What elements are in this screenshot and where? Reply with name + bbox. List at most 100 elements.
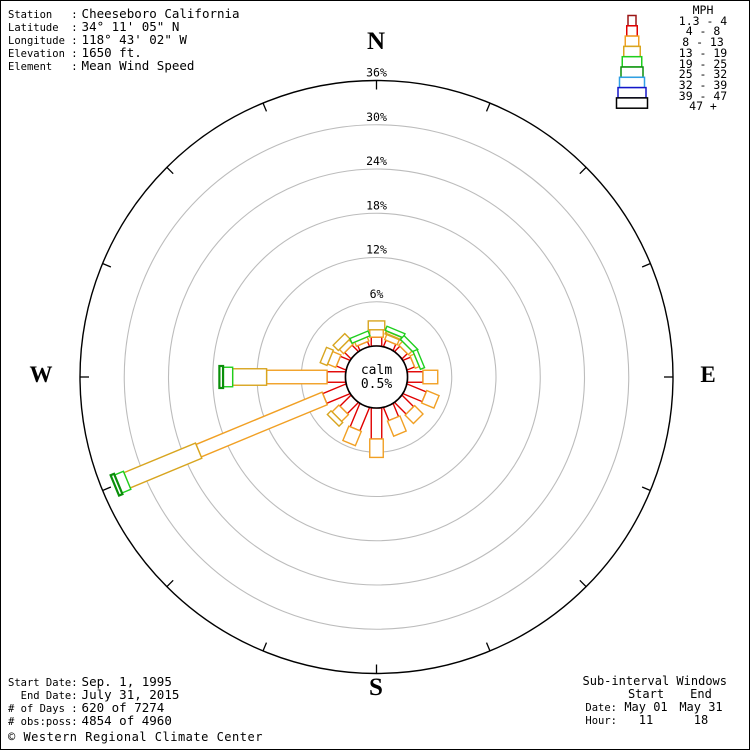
subinterval-header-row: Start End	[557, 687, 727, 701]
petal-segment-E	[422, 369, 439, 385]
legend-bin-label: 8 - 13	[682, 35, 724, 50]
elevation-row: Elevation : 1650 ft.	[8, 45, 240, 60]
num-days-value: 620 of 7274	[81, 700, 165, 715]
outer-circle-tick	[166, 579, 174, 588]
element-label: Element :	[8, 61, 78, 73]
outer-circle-tick	[262, 102, 268, 112]
petal-segment-N	[370, 336, 383, 347]
num-obs-label: # obs:poss:	[8, 716, 78, 728]
petal-segment-WSW	[195, 391, 329, 458]
legend-bin-label: 39 - 47	[678, 88, 728, 103]
petal-segment-WSW	[123, 442, 203, 489]
legend-bin-label: 47 +	[689, 99, 717, 114]
legend-box-25-32	[620, 66, 644, 79]
element-value: Mean Wind Speed	[81, 58, 195, 73]
petal-segment-W	[265, 369, 328, 385]
subinterval-block: Sub-interval Windows Start End Date: May…	[557, 674, 728, 727]
elevation-label: Elevation :	[8, 48, 78, 60]
petal-segment-S	[370, 407, 383, 440]
outer-circle-tick	[579, 166, 587, 175]
subinterval-col-start: Start	[627, 687, 665, 701]
subinterval-date-row: Date: May 01 May 31	[557, 700, 727, 714]
wind-petal-SE	[393, 394, 424, 425]
legend-box-1.3-4	[627, 14, 637, 27]
latitude-value: 34° 11' 05" N	[81, 19, 180, 34]
ring-label-30: 30%	[366, 110, 387, 124]
elevation-value: 1650 ft.	[81, 45, 142, 60]
petal-segment-N	[369, 329, 384, 338]
legend-box-13-19	[623, 45, 641, 58]
wind-petal-WSW	[109, 383, 351, 497]
outer-circle-tick	[641, 486, 651, 492]
petal-segment-WNW	[319, 346, 335, 367]
subinterval-hour-row: Hour: 11 18	[557, 713, 727, 727]
outer-circle-tick	[485, 102, 491, 112]
station-label: Station :	[8, 9, 78, 21]
station-info-block: Station : Cheeseboro California Latitude…	[8, 6, 240, 73]
compass-label-north: N	[366, 28, 386, 55]
grid-ring-30	[123, 124, 630, 630]
legend-box-32-39	[618, 76, 646, 89]
petal-segment-SSW	[341, 425, 363, 447]
petal-segment-E	[406, 371, 424, 383]
end-date-value: July 31, 2015	[81, 687, 180, 702]
station-row: Station : Cheeseboro California	[8, 6, 240, 21]
compass-label-south: S	[369, 674, 383, 701]
wind-petal-ESE	[402, 383, 440, 409]
longitude-value: 118° 43' 02" W	[81, 32, 187, 47]
legend-title: MPH	[692, 3, 714, 17]
legend-box-8-13	[624, 35, 640, 48]
petal-segment-W	[218, 364, 225, 390]
ring-label-24: 24%	[366, 154, 387, 168]
wind-petal-NW	[332, 332, 360, 360]
legend-box-19-25	[621, 55, 643, 68]
subinterval-col-end: End	[690, 687, 712, 701]
calm-circle	[344, 345, 409, 409]
legend-bin-label: 13 - 19	[678, 45, 728, 60]
petal-segment-W	[231, 368, 268, 386]
legend-bin-label: 19 - 25	[678, 56, 728, 71]
petal-segment-WSW	[109, 472, 124, 497]
longitude-row: Longitude : 118° 43' 02" W	[8, 32, 240, 47]
wind-petal-NE	[393, 334, 419, 360]
compass-label-west: W	[29, 362, 53, 387]
outer-circle-tick	[641, 262, 651, 268]
num-obs-row: # obs:poss: 4854 of 4960	[8, 713, 179, 728]
legend-bin-label: 4 - 8	[685, 24, 721, 39]
petal-segment-NNW	[349, 330, 371, 345]
subinterval-date-label: Date:	[585, 702, 617, 714]
petal-segment-N	[367, 320, 386, 331]
petal-segment-S	[369, 438, 384, 459]
ring-label-36: 36%	[366, 66, 387, 80]
end-date-label: End Date:	[8, 690, 78, 702]
legend-box-39-47	[617, 86, 647, 99]
wind-petal-E	[406, 369, 439, 385]
outer-circle-tick	[166, 166, 174, 175]
legend-bin-label: 1.3 - 4	[678, 13, 728, 28]
subinterval-date-end: May 31	[679, 700, 723, 714]
petal-segment-ESE	[420, 389, 440, 409]
legend-box-47+	[615, 97, 649, 109]
outer-circle-tick	[102, 486, 112, 492]
legend-bin-label: 32 - 39	[678, 77, 728, 92]
ring-label-6: 6%	[370, 287, 384, 301]
outer-circle-tick	[579, 579, 587, 588]
wind-petal-SSW	[341, 402, 371, 447]
latitude-row: Latitude : 34° 11' 05" N	[8, 19, 240, 34]
petal-segment-W	[326, 371, 347, 383]
ring-label-12: 12%	[366, 243, 387, 257]
end-date-row: End Date: July 31, 2015	[8, 687, 180, 702]
petal-segment-SW	[326, 409, 344, 428]
calm-label: calm	[361, 363, 392, 378]
copyright-notice: © Western Regional Climate Center	[8, 730, 263, 744]
element-row: Element : Mean Wind Speed	[8, 58, 240, 73]
subinterval-hour-label: Hour:	[585, 715, 617, 727]
grid-ring-18	[212, 212, 541, 542]
subinterval-date-start: May 01	[624, 700, 668, 714]
num-days-row: # of Days : 620 of 7274	[8, 700, 179, 715]
grid-ring-24	[167, 168, 586, 586]
outer-circle-tick	[485, 642, 491, 652]
